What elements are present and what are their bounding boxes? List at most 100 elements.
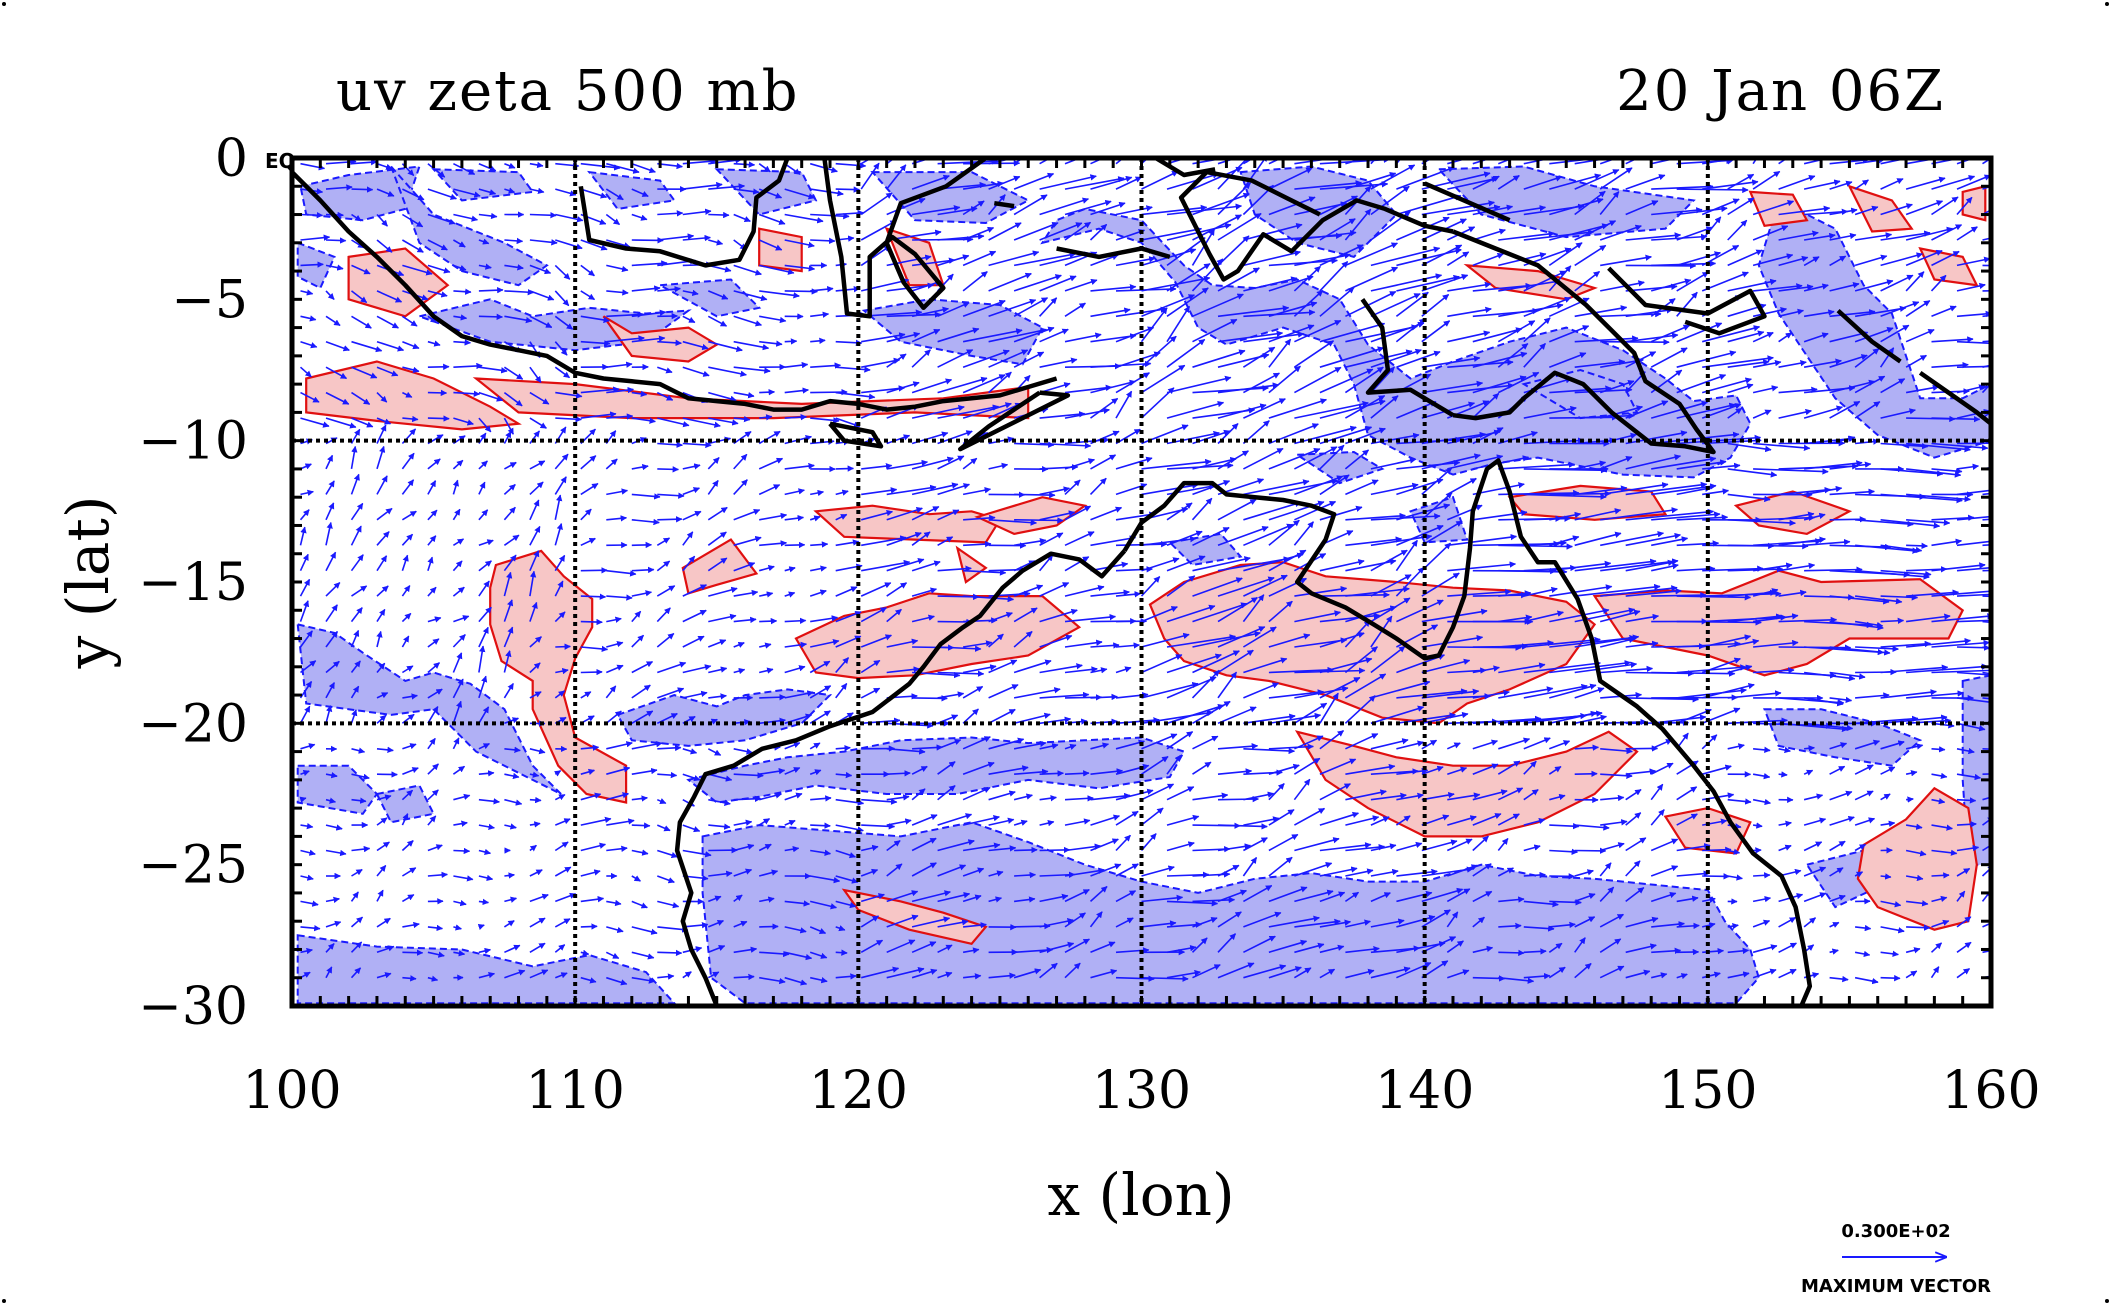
wind-vector	[708, 340, 743, 352]
wind-vector	[1319, 321, 1386, 343]
wind-vector	[1905, 300, 1931, 317]
wind-vector	[1930, 274, 1947, 292]
wind-vector	[376, 239, 393, 253]
wind-vector	[759, 388, 776, 396]
wind-vector	[1727, 542, 1809, 550]
wind-vector	[1651, 207, 1703, 216]
wind-vector	[529, 212, 557, 219]
wind-vector	[962, 349, 1010, 368]
wind-vector	[1651, 233, 1708, 241]
wind-vector	[325, 366, 348, 380]
wind-vector	[1676, 186, 1749, 194]
wind-vector	[1574, 770, 1598, 778]
wind-vector	[427, 239, 448, 251]
wind-vector	[758, 239, 783, 251]
wind-vector	[1956, 365, 1991, 368]
wind-vector	[1727, 278, 1777, 292]
wind-vector	[835, 162, 867, 169]
wind-vector	[1370, 246, 1441, 267]
wind-vector	[1651, 183, 1714, 190]
wind-vector	[1064, 176, 1125, 190]
negative-vorticity-region	[587, 170, 677, 210]
wind-vector	[402, 340, 420, 350]
wind-vector	[1854, 254, 1888, 267]
wind-vector	[606, 239, 631, 249]
wind-vector	[1243, 309, 1316, 318]
wind-vector	[707, 290, 729, 300]
positive-vorticity-region	[955, 545, 988, 584]
x-axis-label: x (lon)	[1047, 1161, 1234, 1229]
wind-vector	[376, 290, 403, 303]
wind-vector	[810, 337, 826, 345]
wind-vector	[733, 315, 763, 327]
wind-vector	[759, 617, 778, 625]
wind-vector	[1574, 244, 1607, 267]
wind-vector	[1345, 266, 1399, 292]
wind-vector	[708, 183, 746, 190]
wind-vector	[529, 366, 542, 383]
wind-vector	[1345, 171, 1397, 190]
wind-vector	[1166, 158, 1189, 165]
wind-vector	[1702, 179, 1759, 190]
wind-vector	[733, 290, 768, 302]
wind-vector	[1778, 332, 1793, 343]
wind-vector	[1039, 174, 1097, 190]
wind-vector	[810, 212, 850, 220]
wind-vector	[1804, 745, 1815, 752]
wind-vector	[1217, 795, 1260, 803]
negative-vorticity-region	[1763, 708, 1923, 767]
wind-vector	[427, 188, 458, 200]
positive-vorticity-layer	[305, 184, 1987, 946]
wind-vector	[1013, 222, 1059, 241]
wind-vector	[1192, 349, 1246, 368]
wind-vector	[988, 250, 1040, 267]
wind-vector	[478, 286, 504, 294]
wind-vector	[1727, 219, 1748, 241]
wind-vector	[707, 315, 728, 327]
wind-vector	[1472, 228, 1506, 241]
wind-vector	[1192, 192, 1250, 216]
wind-vector	[1625, 158, 1640, 165]
wind-vector	[631, 285, 661, 292]
wind-vector	[835, 744, 851, 752]
corner-mark	[2, 2, 6, 6]
negative-vorticity-region	[1167, 532, 1243, 567]
wind-vector	[1319, 195, 1358, 216]
wind-vector	[1090, 307, 1131, 318]
coastline-segment	[993, 200, 1015, 209]
wind-vector	[1217, 267, 1260, 292]
x-tick-label: 140	[1375, 1061, 1474, 1121]
wind-vector	[1396, 274, 1460, 292]
wind-vector	[1574, 158, 1615, 165]
wind-vector	[1752, 307, 1788, 318]
wind-vector	[325, 264, 344, 271]
wind-vector	[1625, 332, 1679, 343]
wind-vector	[402, 366, 420, 374]
wind-vector	[1013, 297, 1049, 317]
wind-vector	[1141, 226, 1203, 241]
wind-vector	[1880, 301, 1920, 318]
negative-vorticity-region	[1409, 495, 1469, 544]
wind-vector	[657, 339, 682, 347]
wind-vector	[1039, 357, 1078, 368]
wind-vector	[911, 204, 961, 216]
wind-vector-layer	[299, 158, 1991, 986]
wind-vector	[657, 210, 684, 217]
wind-vector	[937, 233, 985, 241]
wind-vector	[937, 254, 970, 267]
x-tick-label: 150	[1658, 1061, 1757, 1121]
y-tick-label: −25	[138, 836, 248, 896]
wind-vector	[708, 366, 747, 377]
wind-vector	[580, 668, 603, 676]
wind-vector	[1064, 199, 1112, 216]
wind-vector	[1523, 342, 1546, 368]
wind-vector	[1370, 273, 1443, 292]
wind-vector	[1574, 220, 1617, 241]
y-tick-label: 0	[215, 129, 248, 189]
wind-vector	[1931, 174, 1976, 190]
wind-vector	[1039, 275, 1077, 292]
wind-vector	[631, 260, 668, 267]
wind-vector	[631, 309, 667, 318]
wind-vector	[402, 188, 425, 201]
wind-vector	[835, 949, 848, 956]
